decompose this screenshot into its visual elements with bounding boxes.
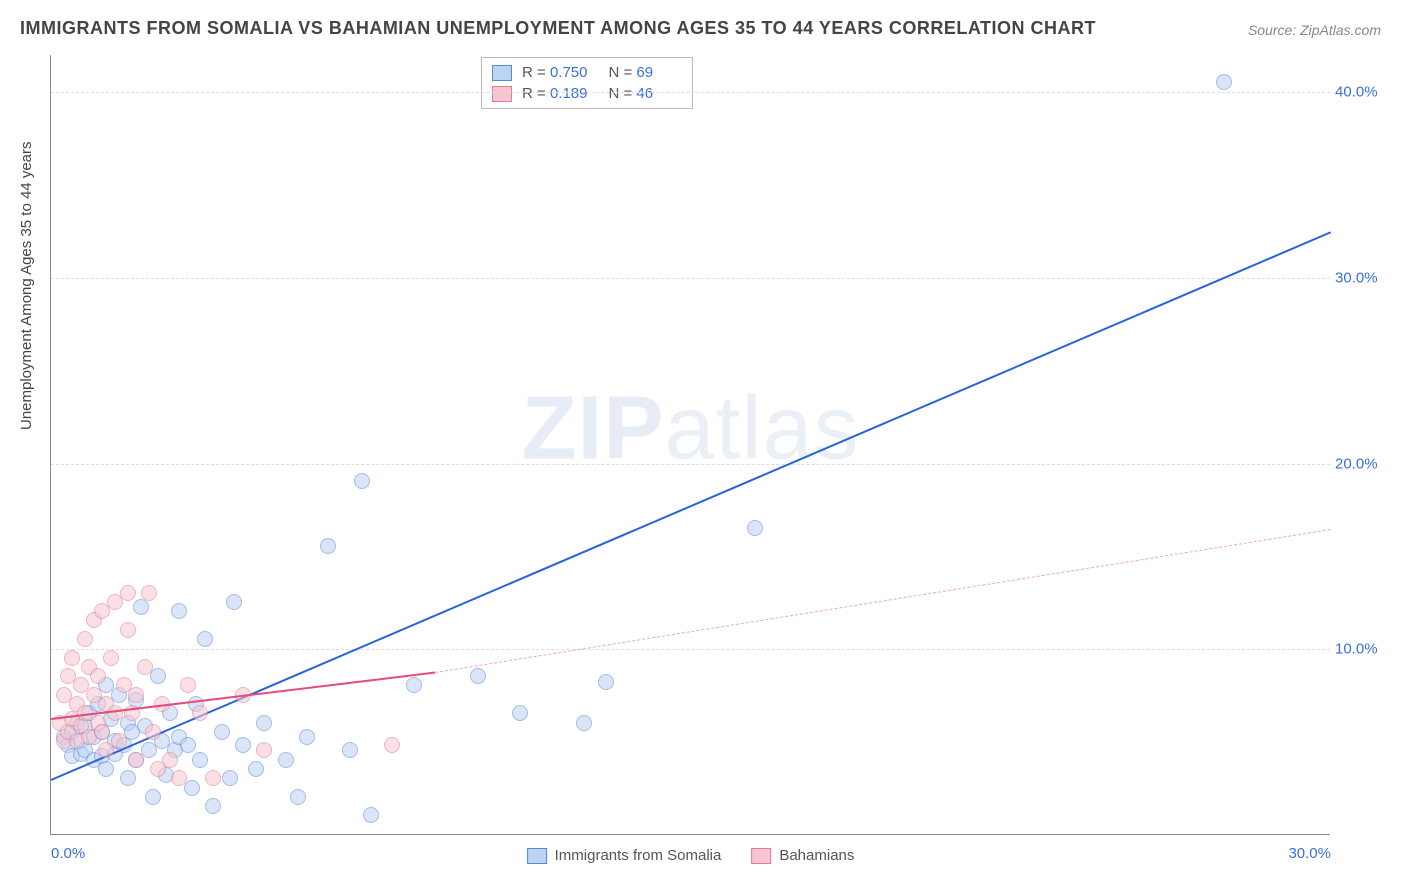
data-point — [111, 733, 127, 749]
data-point — [141, 585, 157, 601]
data-point — [162, 752, 178, 768]
legend-item: Bahamians — [751, 847, 854, 864]
data-point — [406, 677, 422, 693]
y-tick-label: 40.0% — [1335, 84, 1390, 101]
data-point — [120, 622, 136, 638]
data-point — [290, 789, 306, 805]
data-point — [354, 473, 370, 489]
data-point — [171, 603, 187, 619]
data-point — [192, 705, 208, 721]
source-label: Source: ZipAtlas.com — [1248, 22, 1381, 38]
data-point — [248, 761, 264, 777]
data-point — [222, 770, 238, 786]
data-point — [256, 715, 272, 731]
data-point — [576, 715, 592, 731]
data-point — [214, 724, 230, 740]
data-point — [747, 520, 763, 536]
data-point — [363, 807, 379, 823]
y-tick-label: 20.0% — [1335, 455, 1390, 472]
y-tick-label: 10.0% — [1335, 641, 1390, 658]
data-point — [205, 798, 221, 814]
gridline — [51, 649, 1330, 650]
data-point — [226, 594, 242, 610]
correlation-text: R = 0.189 N = 46 — [522, 85, 682, 102]
data-point — [384, 737, 400, 753]
data-point — [184, 780, 200, 796]
y-tick-label: 30.0% — [1335, 269, 1390, 286]
data-point — [256, 742, 272, 758]
data-point — [180, 677, 196, 693]
data-point — [342, 742, 358, 758]
gridline — [51, 464, 1330, 465]
data-point — [120, 770, 136, 786]
data-point — [235, 737, 251, 753]
legend-label: Immigrants from Somalia — [555, 847, 722, 864]
series-legend: Immigrants from Somalia Bahamians — [527, 847, 855, 864]
correlation-text: R = 0.750 N = 69 — [522, 64, 682, 81]
y-axis-label: Unemployment Among Ages 35 to 44 years — [18, 141, 35, 430]
data-point — [192, 752, 208, 768]
data-point — [205, 770, 221, 786]
data-point — [150, 668, 166, 684]
data-point — [120, 585, 136, 601]
data-point — [94, 724, 110, 740]
data-point — [1216, 74, 1232, 90]
legend-item: Immigrants from Somalia — [527, 847, 722, 864]
data-point — [512, 705, 528, 721]
legend-swatch — [751, 848, 771, 864]
data-point — [77, 631, 93, 647]
data-point — [128, 752, 144, 768]
data-point — [278, 752, 294, 768]
data-point — [320, 538, 336, 554]
data-point — [133, 599, 149, 615]
data-point — [180, 737, 196, 753]
data-point — [299, 729, 315, 745]
legend-swatch — [527, 848, 547, 864]
legend-swatch — [492, 65, 512, 81]
data-point — [98, 761, 114, 777]
correlation-row: R = 0.189 N = 46 — [492, 83, 682, 104]
data-point — [470, 668, 486, 684]
data-point — [64, 650, 80, 666]
gridline — [51, 278, 1330, 279]
legend-swatch — [492, 86, 512, 102]
correlation-legend: R = 0.750 N = 69 R = 0.189 N = 46 — [481, 57, 693, 109]
watermark: ZIPatlas — [521, 377, 859, 480]
data-point — [137, 659, 153, 675]
x-tick-label: 30.0% — [1288, 845, 1331, 862]
x-tick-label: 0.0% — [51, 845, 85, 862]
legend-label: Bahamians — [779, 847, 854, 864]
data-point — [128, 687, 144, 703]
data-point — [107, 705, 123, 721]
trend-line — [435, 529, 1331, 673]
data-point — [145, 724, 161, 740]
data-point — [90, 668, 106, 684]
data-point — [598, 674, 614, 690]
correlation-row: R = 0.750 N = 69 — [492, 62, 682, 83]
data-point — [197, 631, 213, 647]
data-point — [103, 650, 119, 666]
data-point — [145, 789, 161, 805]
scatter-plot: ZIPatlas R = 0.750 N = 69 R = 0.189 N = 4… — [50, 55, 1330, 835]
data-point — [171, 770, 187, 786]
chart-title: IMMIGRANTS FROM SOMALIA VS BAHAMIAN UNEM… — [20, 18, 1096, 39]
gridline — [51, 92, 1330, 93]
